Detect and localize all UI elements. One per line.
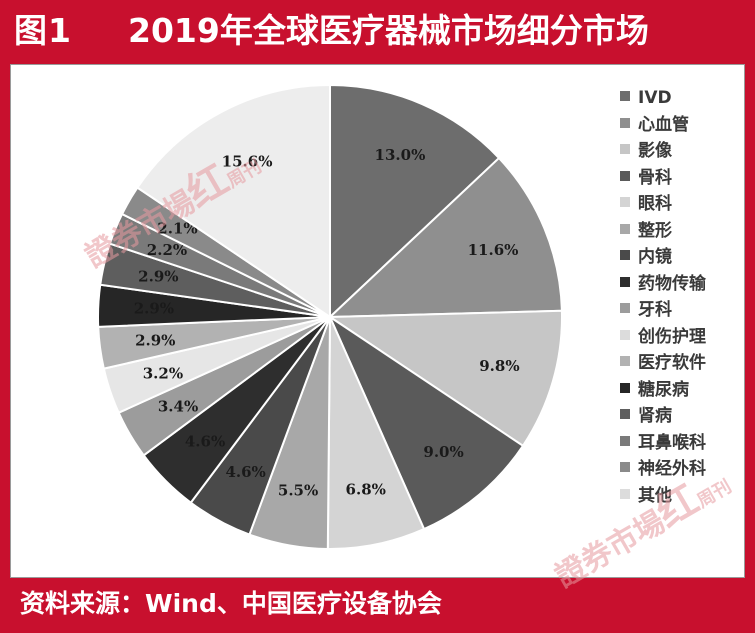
legend-swatch <box>620 276 630 287</box>
legend-swatch <box>620 144 630 154</box>
legend-label: 影像 <box>638 141 672 161</box>
legend-label: 肾病 <box>638 406 672 426</box>
slice-value-label: 4.6% <box>185 432 225 450</box>
legend-label: 糖尿病 <box>638 379 689 400</box>
legend-swatch <box>620 223 630 234</box>
pie-slice-2 <box>327 156 563 319</box>
legend-item: 整形 <box>620 218 745 245</box>
slice-value-label: 4.6% <box>225 463 265 481</box>
legend-item: 骨科 <box>620 165 745 192</box>
legend-item: 心血管 <box>620 112 745 139</box>
pie-slice-4 <box>327 314 525 531</box>
slice-value-label: 11.6% <box>468 241 519 259</box>
legend-item: IVD <box>620 85 745 112</box>
legend-item: 创伤护理 <box>620 324 745 351</box>
legend-label: 眼科 <box>638 194 672 214</box>
legend-item: 眼科 <box>620 191 745 218</box>
slice-value-label: 2.9% <box>135 331 175 349</box>
figure-title: 2019年全球医疗器械市场细分市场 <box>128 11 649 50</box>
legend-item: 神经外科 <box>620 456 745 483</box>
slice-value-label: 2.2% <box>147 241 187 259</box>
legend-swatch <box>620 382 630 393</box>
slice-value-label: 13.0% <box>375 146 426 164</box>
legend-label: 耳鼻喉科 <box>638 432 706 453</box>
slice-value-label: 15.6% <box>222 152 273 170</box>
slice-value-label: 3.4% <box>158 397 198 415</box>
legend-swatch <box>620 356 630 366</box>
legend-label: 内镜 <box>638 247 672 267</box>
legend-label: IVD <box>638 88 672 108</box>
legend-swatch <box>620 250 630 260</box>
slice-value-label: 9.8% <box>479 357 519 375</box>
legend-item: 其他 <box>620 483 745 510</box>
pie-slice-3 <box>326 309 563 448</box>
legend-swatch <box>620 197 630 207</box>
legend-label: 药物传输 <box>638 273 706 294</box>
slice-value-label: 2.9% <box>138 268 178 286</box>
legend-swatch <box>620 488 630 499</box>
legend-label: 神经外科 <box>638 459 706 479</box>
legend-label: 牙科 <box>638 300 672 320</box>
legend-label: 骨科 <box>638 167 672 188</box>
slice-value-label: 9.0% <box>423 443 463 461</box>
legend-swatch <box>620 329 630 340</box>
legend-swatch <box>620 117 630 128</box>
title-bar: 图1 2019年全球医疗器械市场细分市场 <box>0 0 755 62</box>
legend-swatch <box>620 303 630 313</box>
legend-item: 耳鼻喉科 <box>620 430 745 457</box>
legend-swatch <box>620 170 630 181</box>
slice-value-label: 2.1% <box>157 220 197 238</box>
legend-label: 心血管 <box>638 114 689 135</box>
legend-item: 药物传输 <box>620 271 745 298</box>
legend-label: 其他 <box>638 485 672 506</box>
pie-slice-16 <box>136 83 331 319</box>
legend-item: 糖尿病 <box>620 377 745 404</box>
slice-value-label: 6.8% <box>346 481 386 499</box>
legend-item: 内镜 <box>620 244 745 271</box>
pie-slice-1 <box>329 83 501 320</box>
legend-swatch <box>620 91 630 101</box>
legend-item: 影像 <box>620 138 745 165</box>
legend-item: 牙科 <box>620 297 745 324</box>
figure-label: 图1 <box>14 11 72 50</box>
legend-label: 创伤护理 <box>638 326 706 347</box>
slice-value-label: 3.2% <box>143 364 183 382</box>
legend-swatch <box>620 435 630 446</box>
legend-item: 医疗软件 <box>620 350 745 377</box>
legend-item: 肾病 <box>620 403 745 430</box>
slice-value-label: 5.5% <box>278 481 318 499</box>
legend-label: 医疗软件 <box>638 353 706 373</box>
slice-value-label: 2.9% <box>134 299 174 317</box>
chart-legend: IVD 心血管影像骨科眼科整形内镜药物传输牙科创伤护理医疗软件糖尿病肾病耳鼻喉科神… <box>620 85 745 509</box>
legend-swatch <box>620 409 630 419</box>
legend-swatch <box>620 462 630 472</box>
source-note: 资料来源：Wind、中国医疗设备协会 <box>20 589 442 618</box>
legend-label: 整形 <box>638 220 672 241</box>
